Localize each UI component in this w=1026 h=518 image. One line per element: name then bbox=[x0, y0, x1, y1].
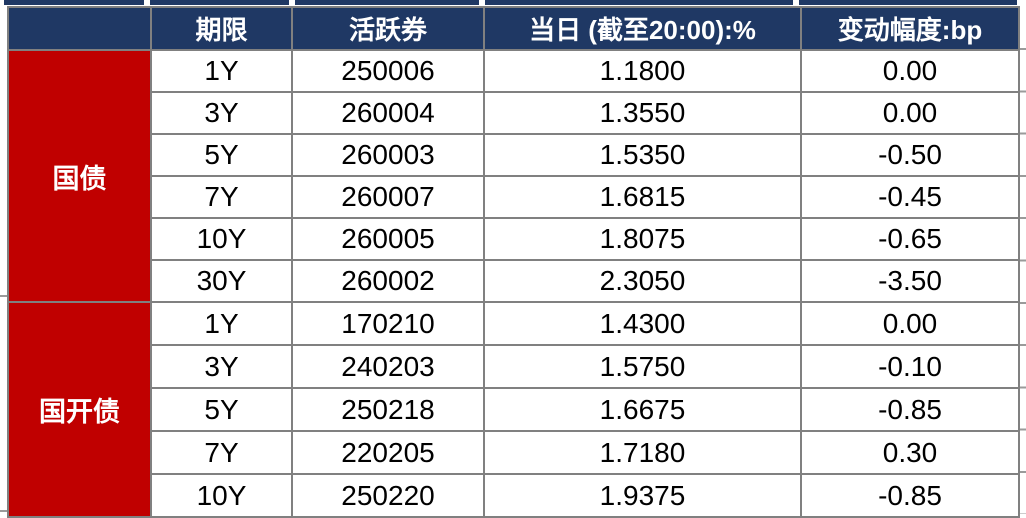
cell-change: -0.85 bbox=[800, 387, 1020, 432]
cell-term: 7Y bbox=[150, 175, 293, 219]
cell-change: 0.00 bbox=[800, 49, 1020, 93]
cell-yield: 1.8075 bbox=[483, 217, 802, 261]
cell-yield: 1.6815 bbox=[483, 175, 802, 219]
header-row: 期限 活跃券 当日 (截至20:00):% 变动幅度:bp bbox=[7, 6, 1020, 51]
cell-change: 0.00 bbox=[800, 301, 1020, 346]
gridline-gap bbox=[793, 0, 799, 5]
gridline-stubs-right bbox=[1018, 48, 1026, 514]
cell-term: 5Y bbox=[150, 133, 293, 177]
cell-change: 0.30 bbox=[800, 430, 1020, 475]
header-active-bond: 活跃券 bbox=[291, 6, 485, 51]
cell-change: 0.00 bbox=[800, 91, 1020, 135]
cell-yield: 1.3550 bbox=[483, 91, 802, 135]
table-row: 10Y 260005 1.8075 -0.65 bbox=[8, 217, 1020, 261]
table-row: 5Y 260003 1.5350 -0.50 bbox=[8, 133, 1020, 177]
cell-change: -3.50 bbox=[800, 259, 1020, 303]
table-row: 30Y 260002 2.3050 -3.50 bbox=[8, 259, 1020, 303]
cell-bond: 260003 bbox=[291, 133, 485, 177]
cell-bond: 240203 bbox=[291, 344, 485, 389]
cropped-row-above bbox=[4, 0, 1017, 5]
cell-bond: 220205 bbox=[291, 430, 485, 475]
group-label-cdb: 国开债 bbox=[7, 301, 152, 518]
cell-change: -0.85 bbox=[800, 473, 1020, 518]
table-row: 国开债 1Y 170210 1.4300 0.00 bbox=[7, 301, 1020, 518]
cell-term: 3Y bbox=[150, 344, 293, 389]
header-yield-today: 当日 (截至20:00):% bbox=[483, 6, 802, 51]
gridline-gap bbox=[479, 0, 485, 5]
group-label-treasury: 国债 bbox=[7, 49, 152, 303]
cell-term: 3Y bbox=[150, 91, 293, 135]
cell-change: -0.50 bbox=[800, 133, 1020, 177]
bond-yield-table: 期限 活跃券 当日 (截至20:00):% 变动幅度:bp 国债 1Y 2500… bbox=[7, 6, 1020, 518]
cell-bond: 260005 bbox=[291, 217, 485, 261]
gridline-stub-left bbox=[0, 295, 7, 297]
cell-bond: 260002 bbox=[291, 259, 485, 303]
cell-term: 10Y bbox=[150, 217, 293, 261]
table-row: 3Y 240203 1.5750 -0.10 bbox=[8, 344, 1020, 389]
cell-yield: 2.3050 bbox=[483, 259, 802, 303]
cell-change: -0.10 bbox=[800, 344, 1020, 389]
header-term: 期限 bbox=[150, 6, 293, 51]
cell-yield: 1.9375 bbox=[483, 473, 802, 518]
gridline-gap bbox=[289, 0, 295, 5]
cell-change: -0.45 bbox=[800, 175, 1020, 219]
table-row: 3Y 260004 1.3550 0.00 bbox=[8, 91, 1020, 135]
table-row: 7Y 220205 1.7180 0.30 bbox=[8, 430, 1020, 475]
cell-term: 30Y bbox=[150, 259, 293, 303]
cell-bond: 170210 bbox=[291, 301, 485, 346]
cell-term: 1Y bbox=[150, 49, 293, 93]
table-row: 5Y 250218 1.6675 -0.85 bbox=[8, 387, 1020, 432]
cell-term: 10Y bbox=[150, 473, 293, 518]
cell-yield: 1.4300 bbox=[483, 301, 802, 346]
cell-bond: 260004 bbox=[291, 91, 485, 135]
cell-bond: 250218 bbox=[291, 387, 485, 432]
header-category bbox=[7, 6, 152, 51]
cell-term: 5Y bbox=[150, 387, 293, 432]
cell-bond: 250220 bbox=[291, 473, 485, 518]
cell-term: 1Y bbox=[150, 301, 293, 346]
table-row: 国债 1Y 250006 1.1800 0.00 bbox=[7, 49, 1020, 303]
gridline-stub-left bbox=[0, 510, 7, 512]
gridline-gap bbox=[144, 0, 150, 5]
table-row: 10Y 250220 1.9375 -0.85 bbox=[8, 473, 1020, 518]
header-change-bp: 变动幅度:bp bbox=[800, 6, 1020, 51]
cell-bond: 260007 bbox=[291, 175, 485, 219]
cell-yield: 1.7180 bbox=[483, 430, 802, 475]
table-row: 7Y 260007 1.6815 -0.45 bbox=[8, 175, 1020, 219]
cell-yield: 1.5750 bbox=[483, 344, 802, 389]
cell-yield: 1.1800 bbox=[483, 49, 802, 93]
cell-term: 7Y bbox=[150, 430, 293, 475]
cell-change: -0.65 bbox=[800, 217, 1020, 261]
cell-bond: 250006 bbox=[291, 49, 485, 93]
cell-yield: 1.6675 bbox=[483, 387, 802, 432]
cell-yield: 1.5350 bbox=[483, 133, 802, 177]
